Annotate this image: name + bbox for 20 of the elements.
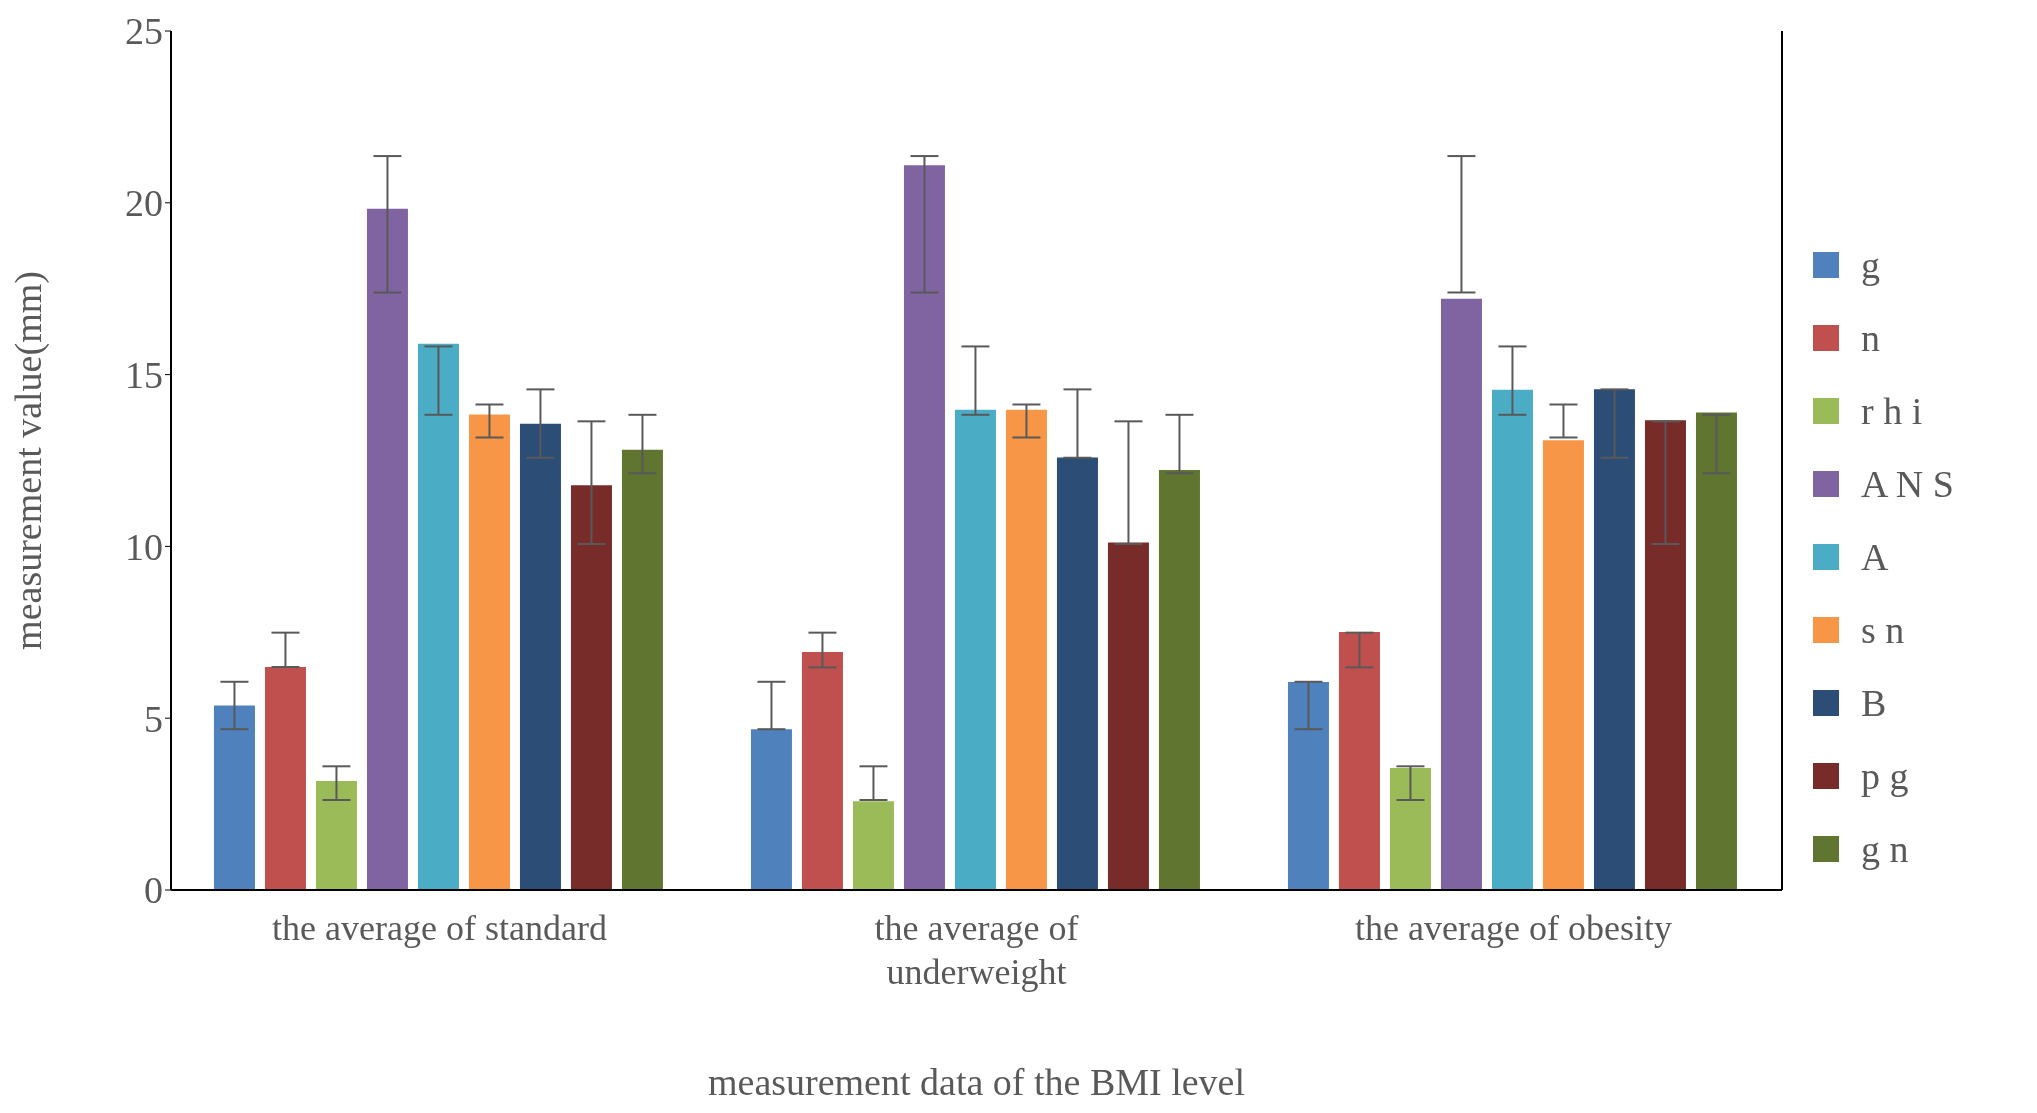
legend-label: s n xyxy=(1861,607,1905,652)
y-tick-label: 20 xyxy=(125,182,163,225)
y-tick-label: 10 xyxy=(125,525,163,568)
y-axis-title: measurement value(mm) xyxy=(7,271,51,650)
legend-label: r h i xyxy=(1861,388,1923,433)
y-tick-label: 25 xyxy=(125,10,163,53)
legend-label: A N S xyxy=(1861,461,1954,506)
legend-label: g xyxy=(1861,242,1880,287)
legend-label: A xyxy=(1861,534,1889,579)
legend-label: g n xyxy=(1861,826,1909,871)
x-tick-label: the average of standard xyxy=(272,908,607,948)
y-tick-label: 5 xyxy=(144,697,163,740)
legend-label: B xyxy=(1861,680,1887,725)
x-tick-label: the average of obesity xyxy=(1355,908,1672,948)
y-tick-label: 0 xyxy=(144,869,163,912)
x-tick-label: the average of underweight xyxy=(874,908,1079,992)
y-tick-label: 15 xyxy=(125,354,163,397)
legend-label: n xyxy=(1861,315,1880,360)
x-axis-title: measurement data of the BMI level xyxy=(707,1061,1246,1103)
legend-label: p g xyxy=(1861,753,1909,798)
